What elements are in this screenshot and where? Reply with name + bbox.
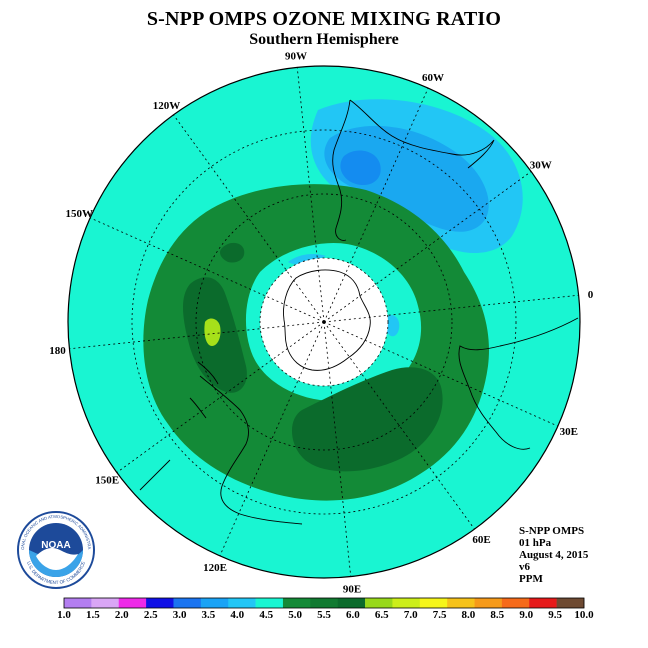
longitude-label: 180 (49, 345, 66, 357)
product-info: S-NPP OMPS 01 hPa August 4, 2015 v6 PPM (519, 525, 588, 585)
contour-4-0-4-5-pole-a (288, 254, 326, 265)
south-pole-marker (322, 320, 326, 324)
map-subtitle: Southern Hemisphere (249, 31, 399, 48)
longitude-label: 0 (588, 289, 594, 301)
longitude-label: 120E (203, 562, 227, 574)
contour-5-5-6-0 (291, 367, 443, 472)
longitude-label: 30W (530, 160, 552, 172)
latitude-circle (259, 257, 389, 387)
contour-4-0-4-5-pole-b (386, 315, 400, 337)
info-units: PPM (519, 573, 543, 585)
longitude-label: 60E (472, 534, 490, 546)
longitude-labels: 90W 60W 30W 0 30E 60E 90E 120E 150E 180 150W 120W (49, 51, 594, 596)
ozone-field (68, 66, 580, 578)
info-pressure-level: 01 hPa (519, 537, 552, 549)
longitude-label: 90W (285, 51, 307, 63)
coastlines (139, 99, 579, 525)
coastline-south-america (332, 99, 495, 241)
info-instrument: S-NPP OMPS (519, 525, 585, 537)
longitude-label: 60W (422, 72, 444, 84)
latitude-circle (131, 129, 517, 515)
longitude-label: 90E (343, 584, 361, 596)
latitude-circle (195, 193, 453, 451)
map-title: S-NPP OMPS OZONE MIXING RATIO (146, 8, 502, 30)
coastline-antarctica (283, 269, 371, 371)
map-border (67, 65, 581, 579)
coastline-africa (458, 317, 579, 450)
info-version: v6 (519, 561, 530, 573)
graticule (69, 67, 579, 577)
contour-6-0-6-5 (204, 318, 221, 346)
coastline-new-zealand (189, 361, 219, 419)
contour-5-5-6-0-small (220, 242, 245, 263)
longitude-label: 150W (65, 208, 93, 220)
noaa-logo: NOAA NATIONAL OCEANIC AND ATMOSPHERIC AD… (16, 510, 95, 589)
longitude-label: 30E (560, 426, 578, 438)
longitude-label: 150E (95, 475, 119, 487)
longitude-label: 120W (153, 100, 181, 112)
info-date: August 4, 2015 (519, 549, 589, 561)
contour-3-0-3-5 (340, 150, 381, 186)
coastline-australia (139, 375, 303, 525)
noaa-logo-text: NOAA (41, 540, 70, 551)
